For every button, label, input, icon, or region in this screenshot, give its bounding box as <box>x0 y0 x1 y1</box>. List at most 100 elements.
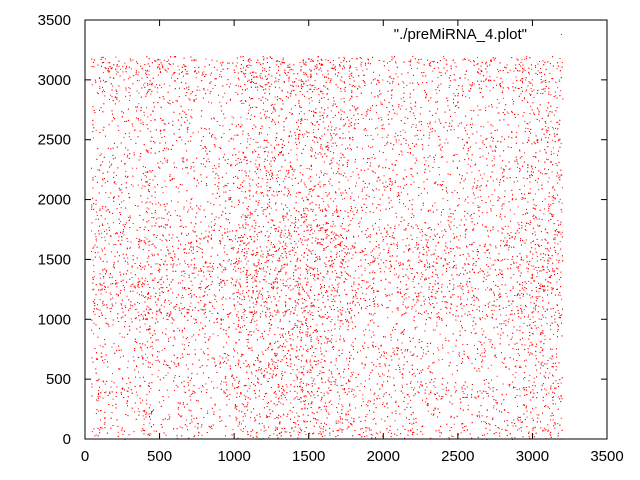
scatter-point <box>540 363 542 364</box>
scatter-point <box>410 267 412 269</box>
scatter-point <box>547 269 549 270</box>
scatter-point <box>266 298 268 300</box>
scatter-point <box>281 345 283 347</box>
scatter-point <box>391 235 393 237</box>
scatter-point <box>295 142 297 144</box>
scatter-point <box>529 251 531 253</box>
scatter-point <box>384 406 386 407</box>
scatter-point <box>456 105 458 106</box>
scatter-point <box>206 389 208 391</box>
scatter-point <box>270 233 271 235</box>
scatter-point <box>251 373 253 375</box>
scatter-point <box>267 195 269 197</box>
scatter-point <box>233 356 235 358</box>
scatter-point <box>476 348 478 350</box>
scatter-point <box>264 69 266 71</box>
scatter-point <box>122 434 124 435</box>
scatter-point <box>378 166 380 168</box>
scatter-point <box>489 301 491 303</box>
scatter-point <box>121 184 123 186</box>
scatter-point <box>120 221 122 222</box>
scatter-point <box>340 98 342 100</box>
scatter-point <box>416 237 418 239</box>
scatter-point <box>127 241 129 242</box>
scatter-point <box>459 235 461 237</box>
scatter-point <box>310 250 312 252</box>
scatter-point <box>275 404 277 406</box>
scatter-point <box>423 295 425 297</box>
scatter-point <box>370 147 372 148</box>
scatter-point <box>306 244 308 246</box>
scatter-point <box>94 435 96 437</box>
scatter-point <box>429 170 431 172</box>
scatter-point <box>137 267 139 269</box>
scatter-point <box>101 288 103 290</box>
scatter-point <box>170 367 171 369</box>
scatter-point <box>173 263 175 265</box>
scatter-point <box>253 253 255 255</box>
scatter-point <box>235 365 237 366</box>
scatter-point <box>120 244 122 246</box>
scatter-point <box>371 189 373 191</box>
scatter-point <box>333 200 334 202</box>
scatter-point <box>213 307 215 309</box>
scatter-point <box>319 111 321 113</box>
scatter-point <box>537 70 539 72</box>
scatter-point <box>178 96 180 97</box>
scatter-point <box>128 87 130 89</box>
scatter-point <box>212 168 214 169</box>
scatter-point <box>201 434 203 436</box>
scatter-point <box>481 328 483 330</box>
scatter-point <box>260 429 262 431</box>
scatter-point <box>524 152 526 154</box>
scatter-point <box>173 56 175 58</box>
scatter-point <box>504 190 506 192</box>
scatter-point <box>286 285 288 287</box>
scatter-point <box>439 90 440 92</box>
scatter-point <box>232 240 233 242</box>
scatter-point <box>465 425 467 427</box>
scatter-point <box>267 255 269 257</box>
scatter-point <box>238 260 240 262</box>
scatter-point <box>291 135 293 137</box>
scatter-point <box>211 381 213 383</box>
scatter-point <box>403 298 405 300</box>
scatter-point <box>297 415 299 417</box>
scatter-point <box>285 242 287 244</box>
scatter-point <box>496 408 498 410</box>
scatter-point <box>273 146 275 148</box>
scatter-point <box>482 311 483 313</box>
scatter-point <box>109 212 111 214</box>
scatter-point <box>146 207 148 209</box>
scatter-point <box>327 194 329 196</box>
scatter-point <box>200 348 202 350</box>
scatter-point <box>496 99 498 100</box>
scatter-point <box>317 363 319 365</box>
scatter-point <box>348 274 350 276</box>
scatter-point <box>396 273 397 275</box>
scatter-point <box>317 375 319 376</box>
scatter-point <box>534 208 536 210</box>
scatter-point <box>250 137 252 139</box>
scatter-point <box>198 387 200 389</box>
scatter-point <box>231 277 233 279</box>
scatter-point <box>420 372 422 374</box>
scatter-point <box>467 290 469 292</box>
scatter-point <box>508 112 510 114</box>
scatter-point <box>377 257 379 259</box>
scatter-point <box>312 139 314 141</box>
scatter-point <box>96 409 98 410</box>
scatter-point <box>461 88 463 90</box>
scatter-point <box>451 120 453 122</box>
scatter-point <box>496 275 498 277</box>
scatter-point <box>552 214 554 216</box>
scatter-point <box>295 85 297 87</box>
scatter-point <box>370 135 372 136</box>
scatter-point <box>434 121 436 123</box>
scatter-point <box>251 286 253 288</box>
scatter-point <box>434 329 436 331</box>
scatter-point <box>256 239 258 241</box>
scatter-point <box>168 396 170 398</box>
scatter-point <box>323 185 325 187</box>
